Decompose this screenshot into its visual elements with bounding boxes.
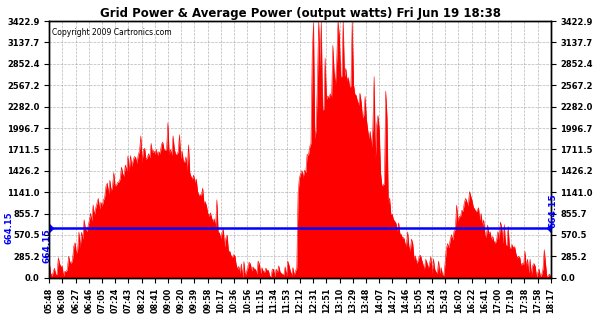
Title: Grid Power & Average Power (output watts) Fri Jun 19 18:38: Grid Power & Average Power (output watts…: [100, 7, 500, 20]
Text: 664.15: 664.15: [5, 212, 14, 244]
Text: 664.15: 664.15: [42, 228, 51, 263]
Text: 664.15: 664.15: [549, 193, 558, 228]
Text: Copyright 2009 Cartronics.com: Copyright 2009 Cartronics.com: [52, 28, 172, 36]
